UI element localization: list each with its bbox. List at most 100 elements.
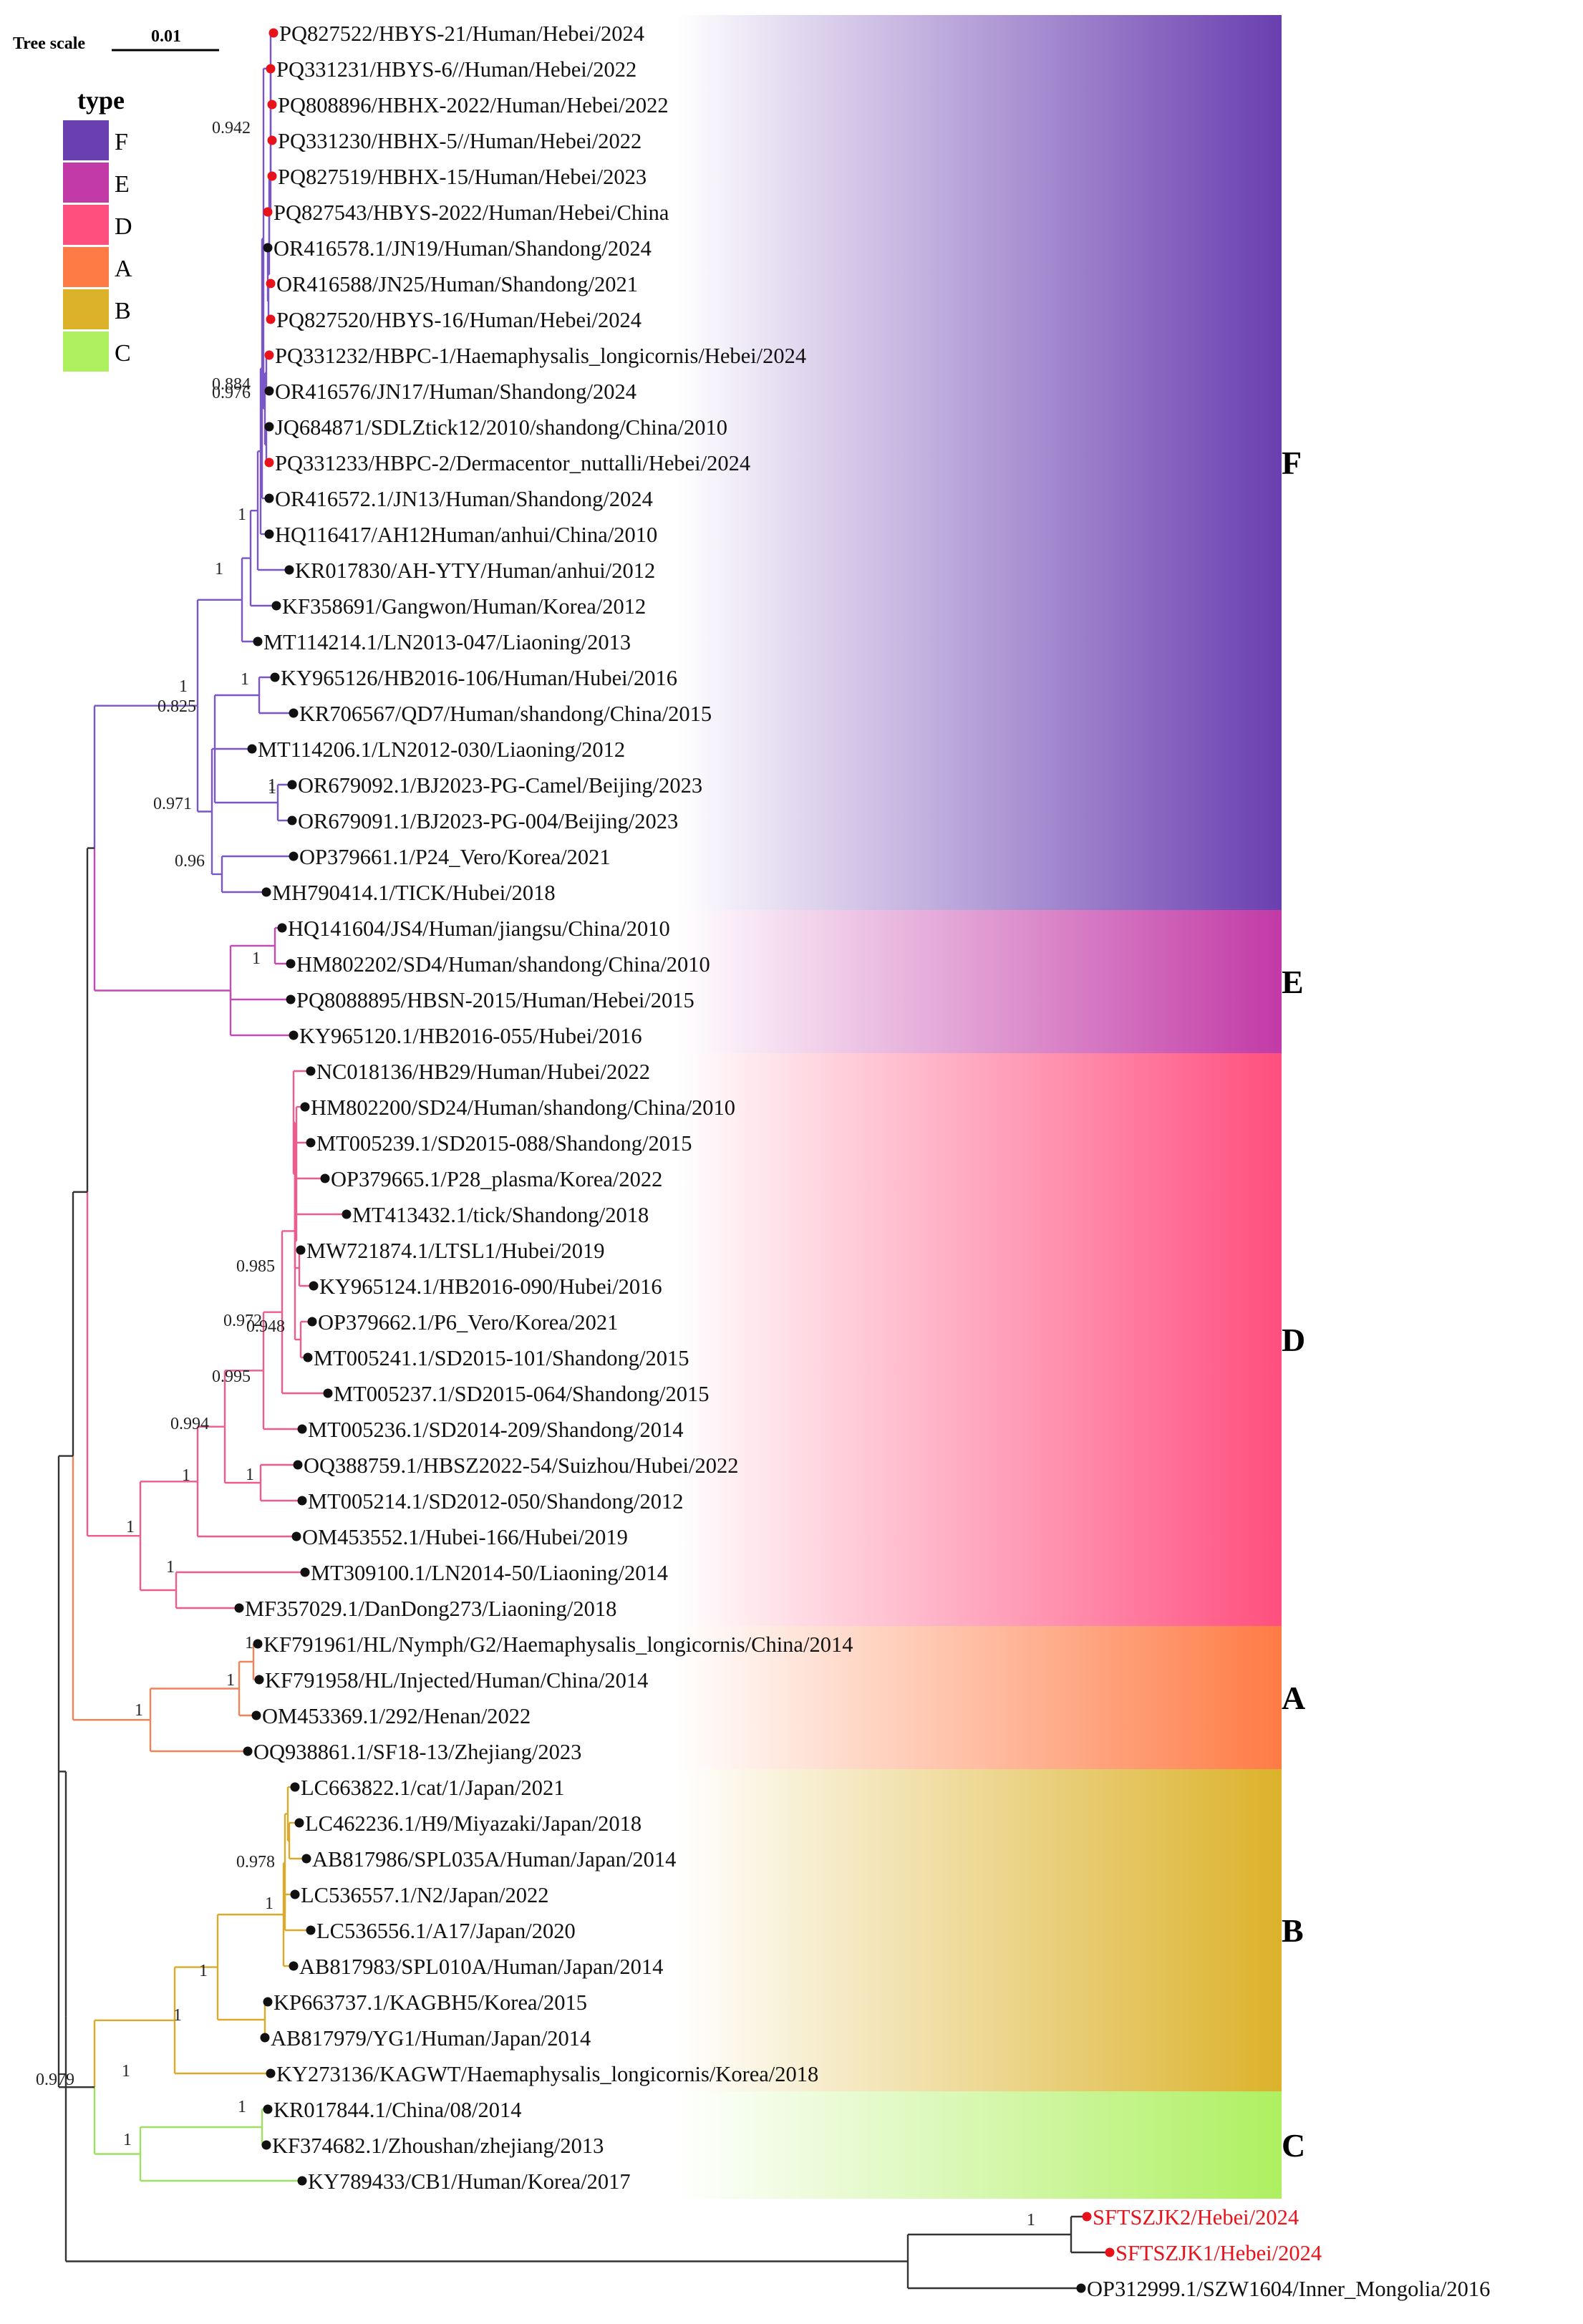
support-value: 0.96	[175, 852, 205, 871]
tip-label: LC536557.1/N2/Japan/2022	[301, 1883, 549, 1907]
tip-marker	[266, 314, 276, 324]
tip-marker	[264, 457, 274, 468]
tip-label: MW721874.1/LTSL1/Hubei/2019	[306, 1239, 605, 1263]
tip-label: AB817986/SPL035A/Human/Japan/2014	[312, 1847, 676, 1872]
tip-label: KF358691/Gangwon/Human/Korea/2012	[282, 594, 646, 619]
tip-label: JQ684871/SDLZtick12/2010/shandong/China/…	[275, 415, 727, 440]
tip-label: MT114214.1/LN2013-047/Liaoning/2013	[263, 630, 631, 654]
tree-scale-value: 0.01	[151, 27, 181, 46]
tip-marker	[267, 171, 277, 181]
tip-label: PQ827519/HBHX-15/Human/Hebei/2023	[278, 165, 647, 189]
legend-swatch-B	[63, 289, 109, 329]
legend-swatch-C	[63, 331, 109, 372]
clade-label-B: B	[1282, 1912, 1304, 1949]
support-value: 1	[173, 2006, 182, 2025]
tip-marker	[300, 1567, 310, 1577]
tip-marker	[264, 493, 274, 503]
tip-marker	[266, 279, 276, 289]
clade-label-E: E	[1282, 964, 1304, 1000]
tip-label: OQ938861.1/SF18-13/Zhejiang/2023	[253, 1740, 581, 1764]
tip-label: OR679092.1/BJ2023-PG-Camel/Beijing/2023	[298, 773, 702, 798]
support-value: 1	[179, 677, 188, 696]
tip-label: PQ8088895/HBSN-2015/Human/Hebei/2015	[296, 988, 694, 1012]
clade-label-A: A	[1282, 1680, 1305, 1716]
tip-marker	[264, 529, 274, 539]
support-value: 1	[268, 779, 276, 798]
legend-label-D: D	[115, 213, 132, 240]
legend-swatch-A	[63, 247, 109, 287]
tip-label: KP663737.1/KAGBH5/Korea/2015	[273, 1990, 587, 2015]
tip-label: LC462236.1/H9/Miyazaki/Japan/2018	[305, 1811, 642, 1836]
tip-label: OR416576/JN17/Human/Shandong/2024	[275, 379, 636, 404]
tip-label: SFTSZJK2/Hebei/2024	[1093, 2205, 1299, 2229]
tip-marker	[264, 422, 274, 432]
tip-marker	[263, 207, 273, 217]
tip-marker	[271, 601, 281, 611]
support-value: 0.978	[236, 1853, 275, 1872]
tip-marker	[264, 350, 274, 360]
legend-title: type	[77, 86, 125, 115]
support-value: 0.948	[246, 1317, 285, 1336]
support-value: 0.942	[212, 119, 251, 137]
tip-marker	[261, 887, 271, 897]
clade-band-A	[677, 1626, 1282, 1769]
tip-marker	[254, 1675, 264, 1685]
tip-marker	[289, 851, 299, 861]
legend-label-C: C	[115, 340, 131, 367]
tip-marker	[286, 959, 296, 969]
tip-label: KY965120.1/HB2016-055/Hubei/2016	[299, 1024, 642, 1048]
tip-label: AB817983/SPL010A/Human/Japan/2014	[299, 1955, 663, 1979]
tip-marker	[266, 64, 276, 74]
tip-label: HM802202/SD4/Human/shandong/China/2010	[296, 952, 710, 977]
tip-label: KR017844.1/China/08/2014	[273, 2098, 522, 2122]
tip-marker	[263, 2104, 273, 2114]
tip-label: LC663822.1/cat/1/Japan/2021	[301, 1776, 565, 1800]
tip-marker	[234, 1603, 244, 1613]
support-value: 1	[199, 1962, 208, 1980]
tip-label: KF374682.1/Zhoushan/zhejiang/2013	[272, 2134, 604, 2158]
clade-band-F	[677, 15, 1282, 910]
support-value: 1	[252, 949, 261, 968]
tip-marker	[266, 2068, 276, 2078]
tip-marker	[291, 1531, 301, 1541]
tip-label: MT005236.1/SD2014-209/Shandong/2014	[308, 1418, 683, 1442]
tip-label: MT005241.1/SD2015-101/Shandong/2015	[314, 1346, 689, 1370]
tip-marker	[294, 1818, 304, 1828]
clade-band-E	[677, 910, 1282, 1053]
tip-label: KY965126/HB2016-106/Human/Hubei/2016	[281, 666, 677, 690]
clade-label-C: C	[1282, 2127, 1305, 2164]
support-values: 0.9420.8840.9761110.825110.9710.96110.98…	[36, 119, 1035, 2229]
support-value: 1	[265, 1894, 273, 1913]
tip-marker	[289, 708, 299, 718]
support-value: 1	[122, 2062, 130, 2081]
clade-bands	[677, 15, 1282, 2199]
tip-label: KR017830/AH-YTY/Human/anhui/2012	[295, 558, 655, 583]
support-value: 1	[182, 1466, 190, 1485]
support-value: 0.995	[212, 1367, 251, 1386]
support-value: 0.825	[158, 697, 196, 716]
tip-marker	[247, 744, 257, 754]
tip-marker	[263, 1997, 273, 2007]
tip-marker	[296, 1245, 306, 1255]
legend-label-A: A	[115, 256, 132, 282]
support-value: 0.972	[223, 1312, 262, 1330]
tip-label: MH790414.1/TICK/Hubei/2018	[272, 881, 556, 905]
tip-label: OM453369.1/292/Henan/2022	[262, 1704, 531, 1728]
tree-branches	[57, 32, 1110, 2290]
support-value: 0.979	[36, 2071, 74, 2089]
tip-label: OQ388759.1/HBSZ2022-54/Suizhou/Hubei/202…	[304, 1453, 738, 1478]
tip-marker	[243, 1746, 253, 1756]
support-value: 1	[238, 505, 246, 524]
tip-label: PQ827543/HBYS-2022/Human/Hebei/China	[273, 200, 669, 225]
support-value: 1	[1027, 2211, 1035, 2229]
tip-label: OM453552.1/Hubei-166/Hubei/2019	[302, 1525, 628, 1549]
tip-label: KF791961/HL/Nymph/G2/Haemaphysalis_longi…	[263, 1632, 853, 1657]
tip-label: KR706567/QD7/Human/shandong/China/2015	[299, 702, 712, 726]
tip-marker	[277, 923, 287, 933]
tip-marker	[290, 1889, 300, 1899]
tip-label: MT005239.1/SD2015-088/Shandong/2015	[316, 1131, 692, 1156]
support-value: 0.976	[212, 384, 251, 402]
tip-marker	[306, 1925, 316, 1935]
tip-marker	[300, 1102, 310, 1112]
